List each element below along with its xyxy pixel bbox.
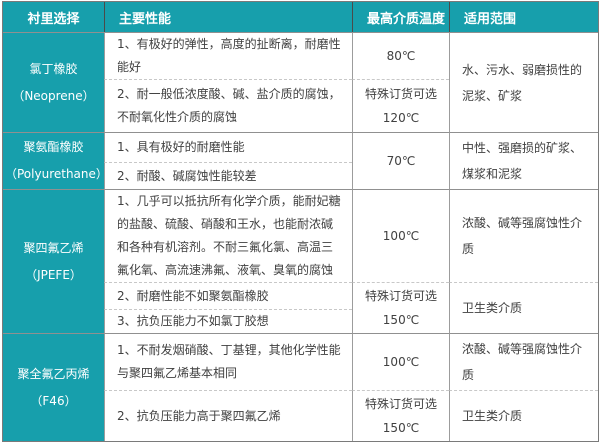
material-subtitle: （F46） xyxy=(30,393,77,408)
table-row: 2、耐一般低浓度酸、碱、盐介质的腐蚀，不耐氧化性介质的腐蚀 特殊订货可选 120… xyxy=(3,79,598,132)
material-subtitle: （Neoprene） xyxy=(12,88,95,103)
material-cell: 氯丁橡胶 （Neoprene） xyxy=(3,32,104,132)
material-cell: 聚全氟乙丙烯 （F46） xyxy=(3,333,104,441)
application-cell: 浓酸、碱等强腐蚀性介质 xyxy=(449,333,598,390)
temperature-cell: 特殊订货可选 120℃ xyxy=(352,79,449,132)
header-row: 衬里选择 主要性能 最高介质温度 适用范围 xyxy=(3,2,598,32)
table-row: 聚四氟乙烯 （JPEFE） 1、几乎可以抵抗所有化学介质，能耐妃糖的盐酸、硫酸、… xyxy=(3,189,598,333)
table-row: 聚全氟乙丙烯 （F46） 1、不耐发烟硝酸、丁基锂，其他化学性能与聚四氟乙烯基本… xyxy=(3,333,598,441)
material-name: 聚四氟乙烯 xyxy=(23,240,84,255)
column-header-performance: 主要性能 xyxy=(104,2,352,32)
table-row: 聚氨酯橡胶 （Polyurethane） 1、具有极好的耐磨性能 70℃ 中性、… xyxy=(3,132,598,189)
temperature-cell: 特殊订货可选 150℃ xyxy=(352,390,449,441)
material-subtitle: （Polyurethane） xyxy=(5,167,108,181)
property-cell: 2、耐磨性能不如聚氨酯橡胶 xyxy=(104,282,352,309)
property-cell: 2、耐一般低浓度酸、碱、盐介质的腐蚀，不耐氧化性介质的腐蚀 xyxy=(104,79,352,132)
material-name: 聚氨酯橡胶 xyxy=(23,140,84,154)
material-name: 聚全氟乙丙烯 xyxy=(17,366,90,381)
property-cell: 3、抗负压能力不如氯丁胶想 xyxy=(104,309,352,333)
property-cell: 1、几乎可以抵抗所有化学介质，能耐妃糖的盐酸、硫酸、硝酸和王水，也能耐浓碱和各种… xyxy=(104,189,352,282)
property-cell: 1、具有极好的耐磨性能 xyxy=(104,132,352,163)
application-cell: 中性、强磨损的矿浆、煤浆和泥浆 xyxy=(449,132,598,189)
property-cell: 2、耐酸、碱腐蚀性能较差 xyxy=(104,162,352,189)
application-cell: 浓酸、碱等强腐蚀性介质 xyxy=(449,189,598,282)
temperature-cell: 80℃ xyxy=(352,32,449,79)
application-cell: 水、污水、弱磨损性的泥浆、矿浆 xyxy=(449,32,598,132)
temperature-cell: 70℃ xyxy=(352,132,449,189)
column-header-temperature: 最高介质温度 xyxy=(352,2,449,32)
table-row: 2、耐磨性能不如聚氨酯橡胶 特殊订货可选 150℃ 卫生类介质 xyxy=(3,282,598,333)
material-cell: 聚氨酯橡胶 （Polyurethane） xyxy=(3,132,108,189)
column-header-lining: 衬里选择 xyxy=(3,2,104,32)
property-cell: 1、有极好的弹性，高度的扯断离，耐磨性能好 xyxy=(104,32,352,79)
property-cell: 2、抗负压能力高于聚四氟乙烯 xyxy=(104,390,352,441)
material-cell: 聚四氟乙烯 （JPEFE） xyxy=(3,189,104,333)
temperature-cell: 100℃ xyxy=(352,333,449,390)
material-subtitle: （JPEFE） xyxy=(25,267,82,282)
table-row: 3、抗负压能力不如氯丁胶想 xyxy=(3,309,598,333)
table-row: 2、耐酸、碱腐蚀性能较差 xyxy=(3,162,598,189)
application-cell: 卫生类介质 xyxy=(449,390,598,441)
temperature-cell: 100℃ xyxy=(352,189,449,282)
application-cell: 卫生类介质 xyxy=(449,282,598,333)
property-cell: 1、不耐发烟硝酸、丁基锂，其他化学性能与聚四氟乙烯基本相同 xyxy=(104,333,352,390)
material-name: 氯丁橡胶 xyxy=(29,61,78,76)
temperature-cell: 特殊订货可选 150℃ xyxy=(352,282,449,333)
table-row: 氯丁橡胶 （Neoprene） 1、有极好的弹性，高度的扯断离，耐磨性能好 80… xyxy=(3,32,598,132)
column-header-application: 适用范围 xyxy=(449,2,598,32)
